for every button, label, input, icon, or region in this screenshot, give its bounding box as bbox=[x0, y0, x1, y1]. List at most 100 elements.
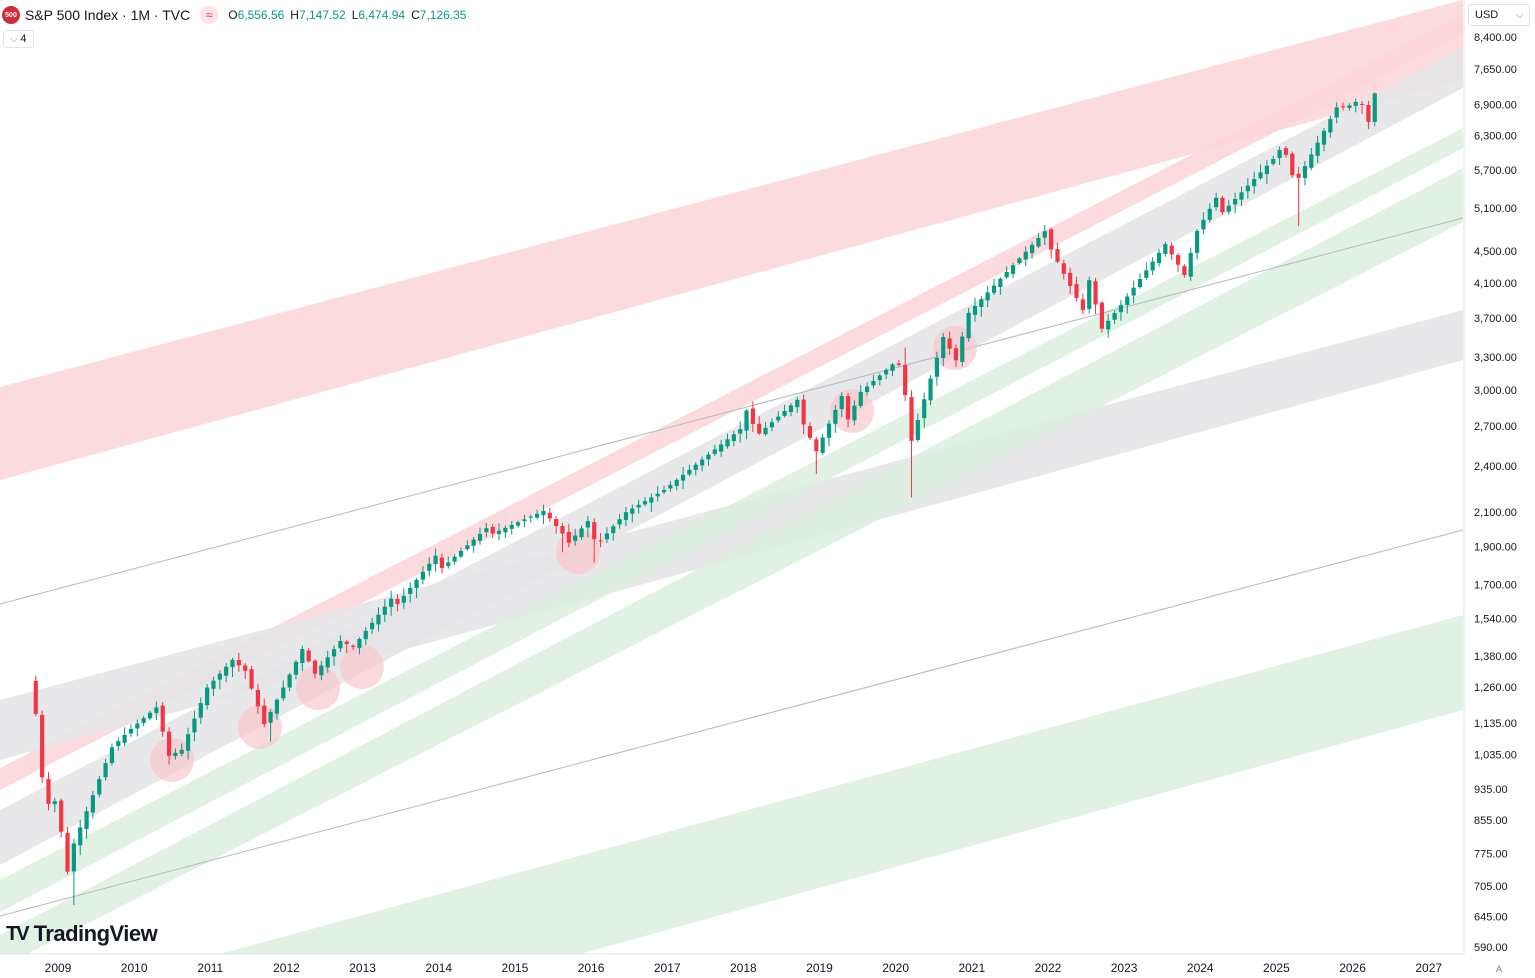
candle bbox=[1347, 103, 1352, 111]
candle-body bbox=[1080, 299, 1085, 311]
candle bbox=[1366, 100, 1371, 129]
indicators-collapse-button[interactable]: ⌵ 4 bbox=[3, 30, 34, 48]
price-tick-label: 8,400.00 bbox=[1474, 32, 1517, 44]
candle bbox=[528, 514, 533, 523]
candle bbox=[427, 557, 432, 577]
candle-body bbox=[693, 464, 698, 470]
candle-body bbox=[141, 718, 146, 723]
candle bbox=[439, 553, 445, 574]
candle bbox=[217, 670, 222, 690]
candle bbox=[243, 663, 248, 680]
auto-scale-button[interactable]: A bbox=[1495, 964, 1502, 974]
candle bbox=[1188, 247, 1193, 281]
candle-body bbox=[465, 545, 470, 550]
candle-body bbox=[915, 420, 920, 440]
candle-body bbox=[795, 399, 800, 408]
band-red-lower bbox=[0, 15, 1463, 790]
candle-body bbox=[1042, 231, 1047, 238]
candle-body bbox=[249, 669, 254, 689]
candle-body bbox=[1214, 197, 1219, 208]
candle bbox=[509, 520, 514, 535]
wave-icon[interactable]: ≈ bbox=[200, 6, 219, 24]
candle bbox=[1074, 276, 1079, 302]
tradingview-logo[interactable]: TV TradingView bbox=[6, 920, 158, 948]
ohlc-open-label: O bbox=[228, 8, 238, 22]
candle-body bbox=[922, 399, 927, 419]
candle bbox=[547, 507, 552, 523]
candle-body bbox=[636, 504, 641, 508]
time-tick-label: 2024 bbox=[1187, 961, 1214, 975]
candle-body bbox=[1226, 205, 1231, 212]
candle-body bbox=[1150, 261, 1155, 271]
candle-body bbox=[509, 525, 514, 529]
candle bbox=[522, 514, 527, 528]
candle-body bbox=[338, 641, 343, 649]
candle-body bbox=[395, 598, 400, 604]
candle-body bbox=[528, 516, 533, 518]
candle bbox=[103, 758, 108, 781]
candle-body bbox=[896, 363, 901, 365]
candle bbox=[1118, 300, 1124, 321]
candle-body bbox=[503, 527, 508, 533]
candle bbox=[700, 456, 705, 472]
tradingview-logo-text: TradingView bbox=[33, 921, 158, 946]
price-tick-label: 935.00 bbox=[1474, 784, 1508, 796]
candle-body bbox=[839, 396, 844, 410]
candle bbox=[1233, 192, 1238, 214]
band-red-upper bbox=[0, 0, 1463, 480]
candle-body bbox=[928, 378, 933, 401]
currency-select[interactable]: USD ⌵ bbox=[1468, 4, 1530, 26]
candle-body bbox=[471, 539, 476, 546]
candle bbox=[655, 486, 660, 502]
candle bbox=[1302, 161, 1308, 186]
candle bbox=[300, 645, 305, 672]
candle-body bbox=[211, 680, 216, 689]
candle bbox=[414, 577, 419, 598]
candle bbox=[1169, 242, 1174, 261]
candle-body bbox=[1093, 281, 1098, 305]
candle bbox=[185, 727, 191, 760]
candle-body bbox=[1163, 244, 1168, 254]
price-tick-label: 6,900.00 bbox=[1474, 99, 1517, 111]
candle bbox=[839, 392, 844, 417]
candle bbox=[1087, 276, 1092, 314]
candle-body bbox=[427, 563, 432, 571]
candle bbox=[331, 645, 337, 666]
candle bbox=[496, 523, 502, 541]
candle bbox=[382, 599, 387, 623]
price-tick-label: 775.00 bbox=[1474, 849, 1508, 861]
time-tick-label: 2023 bbox=[1111, 961, 1138, 975]
candle bbox=[585, 515, 590, 538]
symbol-logo[interactable]: 500 bbox=[2, 6, 20, 24]
candle-body bbox=[40, 714, 45, 778]
candle bbox=[979, 296, 984, 317]
candle-body bbox=[903, 364, 908, 396]
candle bbox=[814, 436, 819, 475]
price-tick-label: 2,400.00 bbox=[1474, 461, 1517, 473]
candle-body bbox=[1347, 105, 1352, 108]
candle-body bbox=[33, 680, 38, 714]
candle-body bbox=[1137, 279, 1143, 287]
highlight-circle-0 bbox=[150, 738, 194, 782]
candle-body bbox=[350, 645, 356, 648]
candle-body bbox=[1029, 244, 1035, 254]
legend-bar: 500 S&P 500 Index · 1M · TVC ≈ O 6,556.56… bbox=[2, 4, 470, 26]
price-tick-label: 3,700.00 bbox=[1474, 313, 1517, 325]
candle-body bbox=[934, 357, 939, 377]
candle bbox=[826, 420, 832, 447]
time-tick-label: 2022 bbox=[1035, 961, 1062, 975]
candle bbox=[560, 523, 565, 553]
candle-body bbox=[1049, 229, 1054, 250]
candle bbox=[274, 698, 280, 720]
trend-line-0 bbox=[0, 217, 1464, 605]
candle bbox=[1245, 178, 1250, 199]
candle bbox=[687, 464, 692, 477]
candle bbox=[972, 297, 978, 322]
candle bbox=[554, 516, 559, 534]
candle bbox=[909, 390, 914, 498]
candle bbox=[661, 485, 667, 495]
candle bbox=[408, 582, 413, 603]
symbol-title[interactable]: S&P 500 Index · 1M · TVC bbox=[25, 7, 191, 23]
candle bbox=[198, 697, 203, 724]
